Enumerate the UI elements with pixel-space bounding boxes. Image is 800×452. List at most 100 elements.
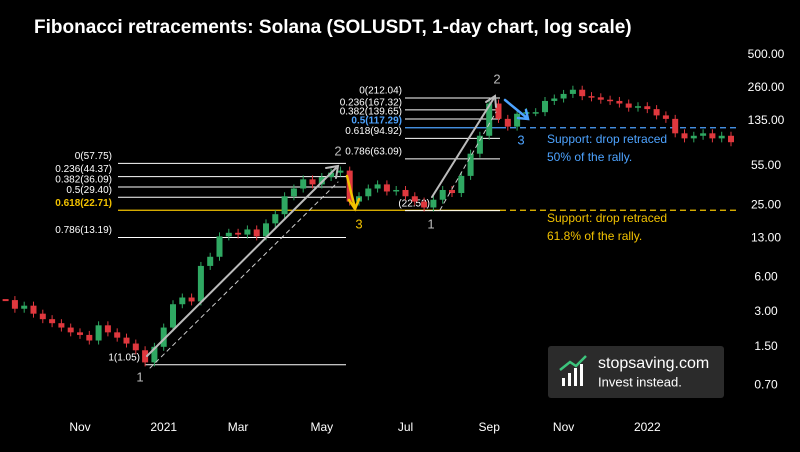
y-tick-label: 55.00 <box>751 158 781 172</box>
x-tick-label: May <box>310 420 333 434</box>
candle <box>114 332 121 338</box>
candle <box>588 96 595 98</box>
candle <box>225 232 232 237</box>
y-tick-label: 1.50 <box>754 339 778 353</box>
candle <box>77 332 83 335</box>
chart-title: Fibonacci retracements: Solana (SOLUSDT,… <box>34 17 632 38</box>
candle <box>616 100 623 104</box>
x-tick-label: Mar <box>228 420 249 434</box>
candle <box>11 300 18 309</box>
candle <box>402 189 409 197</box>
candle <box>49 319 56 324</box>
candle <box>504 118 511 127</box>
fib-label: 0.5(117.29) <box>351 115 402 126</box>
x-tick-label: 2021 <box>150 420 177 434</box>
candle <box>662 115 669 119</box>
candle <box>411 196 418 202</box>
fib-label: 0(57.75) <box>75 151 112 162</box>
arrow <box>431 97 495 198</box>
candle <box>514 113 521 127</box>
candle <box>718 135 725 139</box>
candle <box>328 172 335 178</box>
candle <box>635 106 641 108</box>
x-tick-label: Nov <box>553 420 574 434</box>
candle <box>188 297 195 302</box>
logo: stopsaving.com Invest instead. <box>548 346 724 398</box>
x-tick-label: Nov <box>69 420 90 434</box>
logo-box <box>548 346 724 398</box>
candle <box>579 89 586 97</box>
candle <box>95 325 102 341</box>
candle <box>132 343 139 351</box>
candle <box>142 350 149 363</box>
candle <box>253 229 260 237</box>
candle <box>281 196 288 215</box>
support-note: 61.8% of the rally. <box>547 229 642 243</box>
candle <box>700 133 707 136</box>
candle <box>709 133 716 139</box>
candle <box>449 189 455 194</box>
x-tick-label: Sep <box>479 420 501 434</box>
arrow-head <box>485 94 497 108</box>
candle <box>495 103 502 119</box>
fib-label: 0.618(94.92) <box>345 126 402 137</box>
wave-label: 3 <box>517 132 524 147</box>
candle <box>272 214 279 224</box>
candle <box>244 229 251 235</box>
candle <box>728 135 734 143</box>
fib-label: 0.786(63.09) <box>345 147 402 158</box>
fib-label: 1(1.05) <box>108 352 140 363</box>
arrow <box>345 174 357 210</box>
y-tick-label: 500.00 <box>748 47 785 61</box>
candle <box>318 177 325 185</box>
fib-label: 0.5(29.40) <box>66 185 112 196</box>
candle <box>681 133 688 139</box>
candle <box>569 89 576 94</box>
candle <box>235 232 242 235</box>
y-tick-label: 0.70 <box>754 377 778 391</box>
fib-label: 0.382(139.65) <box>340 107 402 118</box>
candle <box>290 188 297 197</box>
annotations: 2 3 1 2 3 1 Support: drop retraced 50% o… <box>136 71 667 384</box>
candle <box>67 327 74 333</box>
candle <box>625 103 632 108</box>
logo-icon <box>568 373 571 386</box>
fib-label: 0.786(13.19) <box>55 225 112 236</box>
candle <box>476 135 483 154</box>
arrow-head <box>325 164 340 179</box>
y-tick-label: 260.00 <box>748 80 785 94</box>
candle <box>365 188 372 197</box>
candle <box>690 135 697 139</box>
fib-label: 0(212.04) <box>359 86 402 97</box>
candle <box>30 305 37 314</box>
candle <box>216 236 223 257</box>
wave-label: 1 <box>136 369 143 384</box>
fib-label: 0.236(44.37) <box>55 164 112 175</box>
logo-name: stopsaving.com <box>598 355 709 372</box>
candle <box>467 153 474 176</box>
support-note: 50% of the rally. <box>547 150 632 164</box>
candle <box>607 99 614 102</box>
candle <box>551 98 558 101</box>
candle <box>597 97 604 100</box>
arrow-head <box>347 197 361 212</box>
logo-icon <box>559 355 587 371</box>
candle <box>439 189 446 200</box>
arrow-head <box>516 108 530 121</box>
candle <box>644 106 651 110</box>
fib-label: 0.236(167.32) <box>340 98 402 109</box>
dashed-trend <box>439 111 497 211</box>
candle <box>393 189 400 192</box>
candle <box>542 100 548 113</box>
candle <box>104 325 111 333</box>
arrow <box>503 98 529 120</box>
wave-label: 2 <box>334 143 341 158</box>
candle <box>207 256 214 266</box>
x-tick-label: 2022 <box>634 420 661 434</box>
candle <box>2 299 9 302</box>
logo-icon <box>574 368 577 386</box>
wave-label: 2 <box>493 71 500 86</box>
candle <box>653 109 660 116</box>
candle <box>458 175 465 194</box>
